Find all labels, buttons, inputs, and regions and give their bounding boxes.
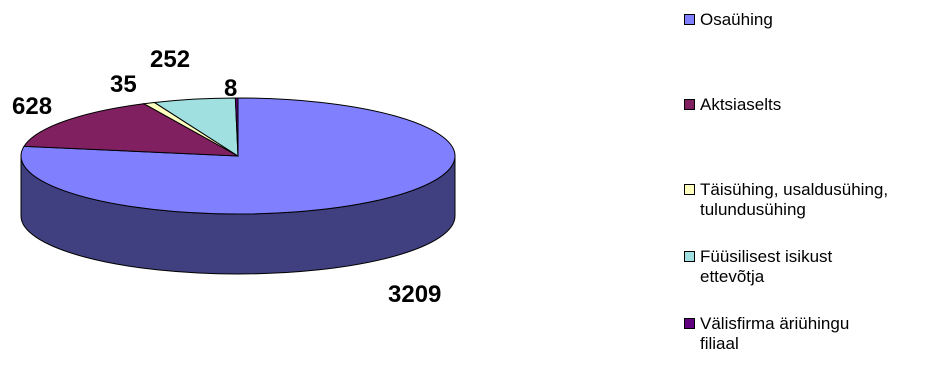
pie-chart: 3209 628 35 252 8 [12, 46, 456, 308]
legend-label: Täisühing, usaldusühing, tulundusühing [700, 180, 889, 219]
chart-legend: Osaühing Aktsiaselts Täisühing, usaldusü… [684, 10, 941, 381]
legend-swatch [684, 318, 695, 329]
slice-aktsiaselts [23, 103, 239, 157]
legend-label: Aktsiaselts [700, 95, 782, 114]
data-label-fuusiline: 252 [150, 46, 190, 73]
data-label-aktsiaselts: 628 [12, 93, 52, 120]
legend-item-taisuhing: Täisühing, usaldusühing, tulundusühing [684, 180, 941, 220]
legend-swatch [684, 99, 695, 110]
data-label-taisuhing: 35 [110, 71, 137, 98]
legend-label: Osaühing [700, 10, 773, 29]
legend-label: Välisfirma äriühingu filiaal [700, 314, 850, 353]
legend-item-valisfirma: Välisfirma äriühingu filiaal [684, 314, 941, 354]
pie-tops [20, 97, 456, 215]
legend-item-aktsiaselts: Aktsiaselts [684, 95, 941, 135]
slice-välisfirma [234, 97, 239, 157]
legend-swatch [684, 184, 695, 195]
data-label-valisfirma: 8 [224, 75, 237, 102]
legend-swatch [684, 251, 695, 262]
data-label-osauhing: 3209 [388, 281, 441, 308]
legend-item-fuusiline: Füüsilisest isikust ettevõtja [684, 247, 941, 287]
legend-swatch [684, 14, 695, 25]
legend-label: Füüsilisest isikust ettevõtja [700, 247, 833, 286]
legend-item-osauhing: Osaühing [684, 10, 941, 50]
data-labels: 3209 628 35 252 8 [12, 46, 441, 308]
